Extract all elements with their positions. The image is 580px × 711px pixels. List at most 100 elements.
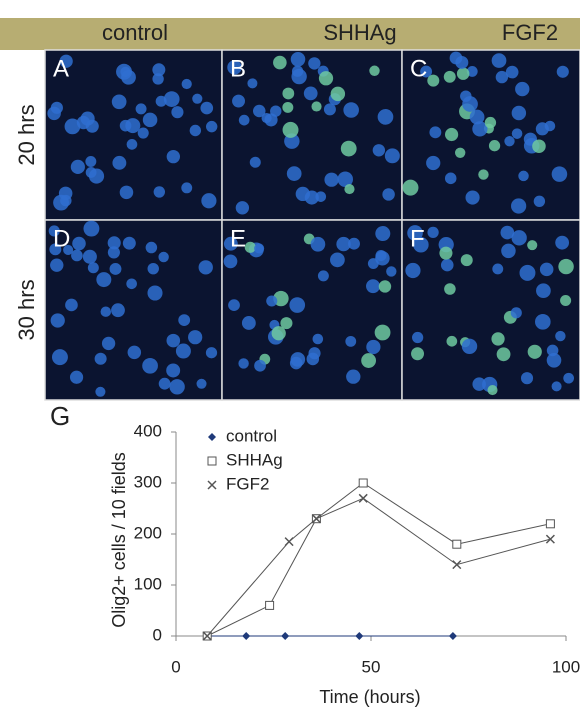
point xyxy=(453,540,461,548)
cell xyxy=(491,332,504,345)
cell xyxy=(472,377,485,390)
point xyxy=(266,601,274,609)
cell xyxy=(366,279,380,293)
cell xyxy=(536,122,549,135)
cell xyxy=(427,75,439,87)
cell xyxy=(441,259,454,272)
cell xyxy=(455,148,465,158)
cell xyxy=(108,246,120,258)
cell xyxy=(563,373,574,384)
panel-letter: A xyxy=(53,55,69,82)
cell xyxy=(501,244,516,259)
cell xyxy=(429,126,441,138)
cell xyxy=(83,250,97,264)
figure: ABCDEF G Time (hours) Olig2+ cells / 10 … xyxy=(0,0,580,711)
cell xyxy=(515,82,529,96)
cell xyxy=(555,331,565,341)
cell xyxy=(492,53,507,68)
cell xyxy=(345,336,356,347)
cell xyxy=(154,186,165,197)
cell xyxy=(110,263,122,275)
cell xyxy=(158,252,168,262)
point xyxy=(242,632,250,640)
cell xyxy=(206,121,217,132)
point xyxy=(281,632,289,640)
legend-label: FGF2 xyxy=(226,474,269,493)
cell xyxy=(102,337,115,350)
cell xyxy=(245,242,256,253)
cell xyxy=(171,106,183,118)
cell xyxy=(540,263,554,277)
cell xyxy=(283,122,299,138)
cell xyxy=(83,221,99,237)
cell xyxy=(504,136,514,146)
cell xyxy=(287,166,302,181)
cell xyxy=(361,353,376,368)
y-axis-label: Olig2+ cells / 10 fields xyxy=(109,452,129,628)
series-line xyxy=(207,483,550,636)
cell xyxy=(462,339,477,354)
cell xyxy=(236,201,249,214)
point xyxy=(453,561,461,569)
cell xyxy=(341,141,357,157)
cell xyxy=(446,336,457,347)
panel-letter: E xyxy=(230,225,246,252)
cell xyxy=(178,314,190,326)
cell xyxy=(176,344,191,359)
cell xyxy=(534,196,545,207)
cell xyxy=(282,102,293,113)
cell xyxy=(128,346,141,359)
cell xyxy=(126,278,137,289)
cell xyxy=(346,369,360,383)
cell xyxy=(311,101,321,111)
cell xyxy=(166,364,180,378)
cell xyxy=(121,70,136,85)
x-tick-label: 0 xyxy=(171,657,180,676)
cell xyxy=(167,150,180,163)
legend-marker xyxy=(208,457,216,465)
cell xyxy=(402,180,418,196)
cell xyxy=(292,66,303,77)
cell xyxy=(247,78,257,88)
cell xyxy=(120,120,132,132)
cell xyxy=(427,227,438,238)
cell xyxy=(262,113,272,123)
cell xyxy=(319,71,333,85)
cell xyxy=(555,236,569,250)
cell xyxy=(558,259,573,274)
cell xyxy=(47,107,61,121)
cell xyxy=(282,88,294,100)
cell xyxy=(478,169,488,179)
cell xyxy=(273,56,287,70)
cell xyxy=(72,237,86,251)
cell xyxy=(70,371,83,384)
cell xyxy=(500,226,514,240)
cell xyxy=(324,173,338,187)
cell xyxy=(445,128,458,141)
cell xyxy=(315,191,326,202)
cell xyxy=(254,360,266,372)
cell xyxy=(136,103,147,114)
cell xyxy=(167,334,181,348)
cell xyxy=(272,326,286,340)
legend-label: control xyxy=(226,426,277,445)
cell xyxy=(148,263,159,274)
cell xyxy=(95,387,105,397)
cell xyxy=(455,56,468,69)
row-label: 20 hrs xyxy=(14,104,39,165)
column-header: control xyxy=(102,20,168,45)
cell xyxy=(120,186,134,200)
cell xyxy=(270,105,281,116)
cell xyxy=(201,193,216,208)
cell xyxy=(228,299,240,311)
cell xyxy=(85,156,96,167)
cell xyxy=(536,283,551,298)
cell xyxy=(101,306,111,316)
cell xyxy=(304,87,318,101)
cell xyxy=(291,52,306,67)
cell xyxy=(466,190,480,204)
cell xyxy=(375,226,390,241)
cell xyxy=(88,262,99,273)
legend-marker xyxy=(208,481,216,489)
